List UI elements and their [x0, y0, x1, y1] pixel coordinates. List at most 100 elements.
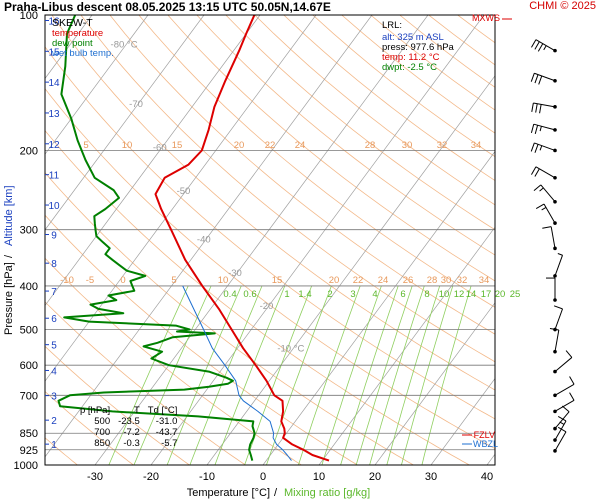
wind-barb-flag [530, 73, 535, 82]
wind-barb-staff [554, 308, 563, 330]
altitude-tick-label: 15 [48, 47, 60, 58]
mixing-ratio-label: 0.4 [223, 289, 236, 300]
wind-barb-flag [569, 376, 575, 385]
mixing-ratio-line [321, 285, 382, 465]
isotherm-line [45, 15, 149, 155]
wind-barb-dot [553, 409, 557, 414]
dry-adiabat-line [138, 15, 495, 308]
wind-barb-dot [553, 449, 557, 453]
wind-barb-flag [549, 327, 559, 331]
dry-adiabat-label: 15 [172, 140, 183, 151]
isotherm-label: -20 [260, 301, 274, 312]
dry-adiabat-label: 22 [353, 275, 364, 286]
y-tick-label: 400 [20, 281, 38, 293]
isotherm-line [45, 15, 317, 382]
isotherm-line [262, 150, 495, 465]
isotherm-line [206, 75, 495, 465]
isotherm-label: -60 [153, 142, 167, 153]
x-axis-title-mixing: Mixing ratio [g/kg] [284, 487, 370, 499]
wind-barb-flag [534, 74, 539, 84]
wind-barb-flag [530, 142, 535, 152]
wind-barb-dot [553, 438, 557, 442]
x-tick-label: -30 [87, 471, 103, 483]
altitude-tick-label: 3 [51, 392, 57, 403]
altitude-tick-label: 9 [51, 231, 57, 242]
legend: SKEW-T temperature dew point wet bulb te… [52, 18, 114, 59]
table-cell: 500 [94, 416, 111, 427]
levels-table: p [hPa] T Td [°C] 500 -23.5 -31.0 700 -7… [76, 405, 181, 449]
wind-barb-flag [561, 405, 570, 413]
table-cell: -5.7 [161, 438, 178, 449]
wind-barb-dot [553, 175, 557, 180]
wind-barb-staff [554, 411, 570, 429]
series-line-wet-bulb-temp- [182, 285, 292, 461]
altitude-tick-label: 10 [48, 201, 60, 212]
altitude-tick-label: 1 [51, 440, 57, 451]
dry-adiabat-line [80, 15, 495, 363]
wind-barb-dot [553, 105, 557, 109]
x-tick-label: 10 [313, 471, 325, 483]
wind-barb-dot [553, 78, 557, 83]
mixing-ratio-label: 1 [284, 289, 289, 300]
wind-barb-staff [535, 39, 556, 52]
dry-adiabat-label: 22 [265, 140, 276, 151]
mixing-ratio-label: 4 [372, 289, 377, 300]
table-header: T [133, 405, 140, 416]
mixing-ratio-line [244, 285, 313, 465]
y-tick-label: 1000 [14, 460, 38, 472]
altitude-tick-label: 11 [49, 171, 60, 182]
table-row: 700 -7.2 -43.7 [76, 427, 181, 438]
dry-adiabat-line [196, 15, 495, 256]
dry-adiabat-label: 0 [120, 275, 125, 286]
wind-barb-flag [535, 203, 545, 209]
wind-barb-staff [534, 142, 556, 151]
dry-adiabat-line [45, 46, 495, 420]
isotherm-label: -80 °C [111, 39, 138, 50]
wind-barb-staff [554, 329, 560, 352]
wind-barb-dot [553, 274, 557, 278]
dry-adiabat-line [428, 15, 495, 66]
mixing-ratio-label: 12 [454, 289, 465, 300]
wind-barb-flag [557, 253, 563, 256]
x-axis-title-temperature: Temperature [°C] [187, 487, 270, 499]
x-tick-label: 30 [425, 471, 437, 483]
table-cell: 700 [94, 427, 111, 438]
wind-barb-flag [531, 102, 534, 112]
dry-adiabat-line [45, 88, 495, 450]
series-line-dew-point [57, 15, 256, 461]
y-axis-title-sep: / [3, 254, 15, 258]
wind-barb-staff [535, 166, 556, 179]
isotherm-label: -70 [129, 99, 143, 110]
wbzl-marker: WBZL [473, 439, 498, 449]
y-axis-title-altitude: Altitude [km] [3, 185, 15, 246]
lrl-press: press: 977.6 hPa [382, 42, 454, 53]
wind-barb-staff [554, 255, 563, 277]
table-header: p [hPa] [80, 405, 111, 416]
isotherm-line [150, 15, 485, 465]
altitude-tick-label: 13 [48, 109, 60, 120]
dry-adiabat-label: 30 [402, 140, 413, 151]
mixing-ratio-label: 3 [350, 289, 355, 300]
dry-adiabat-line [254, 15, 495, 206]
wind-barb-staff [554, 399, 575, 412]
lrl-box: LRL: alt: 325 m ASL press: 977.6 hPa tem… [382, 21, 454, 73]
altitude-tick-label: 12 [48, 140, 60, 151]
dry-adiabat-label: 5 [171, 275, 176, 286]
mixing-ratio-line [355, 285, 413, 465]
wind-barb-staff [550, 226, 556, 249]
legend-wet-bulb: wet bulb temp. [52, 48, 114, 59]
isotherm-label: -30 [228, 268, 242, 279]
dry-adiabat-label: 32 [437, 140, 448, 151]
mixing-ratio-label: 2 [327, 289, 332, 300]
mixing-ratio-label: 17 [481, 289, 492, 300]
wind-barb-dot [553, 221, 557, 225]
lrl-dwpt: dwpt: -2.5 °C [382, 62, 438, 73]
dry-adiabat-label: 34 [471, 140, 482, 151]
series-line-temperature [154, 15, 330, 462]
lrl-temp: temp: 11.2 °C [382, 52, 440, 63]
wind-barb-flag [557, 426, 567, 433]
mixing-ratio-label: 20 [495, 289, 506, 300]
wind-barb-flag [565, 350, 573, 358]
altitude-tick-label: 4 [51, 366, 57, 377]
wind-barb-flag [531, 39, 537, 48]
